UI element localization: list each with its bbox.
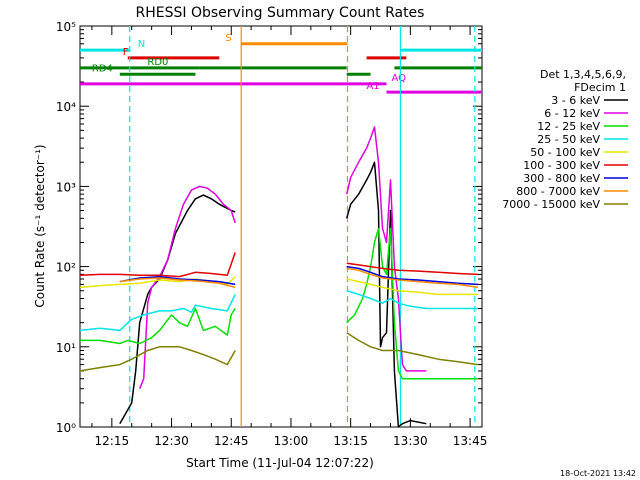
y-tick-label: 10¹ <box>56 341 76 355</box>
legend-entry-label: 6 - 12 keV <box>544 107 600 120</box>
series-line <box>346 227 478 380</box>
flag-bars: N S F RD0 RD4 AQ A1 <box>80 33 482 94</box>
chart-title: RHESSI Observing Summary Count Rates <box>136 5 425 21</box>
legend-entry-label: 7000 - 15000 keV <box>502 198 600 211</box>
flag-label-rd0: RD0 <box>147 57 168 68</box>
x-tick-label: 13:15 <box>333 434 368 448</box>
legend-entry-label: 12 - 25 keV <box>537 120 600 133</box>
plot-frame <box>79 25 483 428</box>
x-tick-label: 13:30 <box>393 434 428 448</box>
series-line <box>346 265 479 286</box>
legend-entry-label: 800 - 7000 keV <box>516 185 600 198</box>
x-axis-label: Start Time (11-Jul-04 12:07:22) <box>186 456 374 470</box>
legend-entry-label: 50 - 100 keV <box>530 146 600 159</box>
flag-label-s: S <box>225 33 231 44</box>
x-tick-label: 13:00 <box>274 434 309 448</box>
series-line <box>346 278 478 296</box>
y-tick-label: 10³ <box>56 180 76 194</box>
series-line <box>139 185 236 389</box>
legend-header: FDecim 1 <box>574 81 626 94</box>
series-line <box>80 307 236 345</box>
y-tick-label: 10⁵ <box>56 20 76 34</box>
flag-label-a1: A1 <box>366 81 379 92</box>
legend-entry-label: 3 - 6 keV <box>551 94 600 107</box>
data-series <box>79 126 479 428</box>
y-tick-label: 10² <box>56 261 76 275</box>
flag-label-f: F <box>123 47 129 58</box>
x-tick-label: 12:45 <box>214 434 249 448</box>
flag-label-rd4: RD4 <box>92 63 113 74</box>
y-axis: 10⁰ 10¹ 10² 10³ 10⁴ 10⁵ <box>56 20 482 435</box>
series-line <box>79 294 236 332</box>
series-line <box>346 267 479 289</box>
vertical-markers <box>129 26 476 427</box>
flag-label-n: N <box>138 39 145 50</box>
series-line <box>345 161 427 428</box>
series-line <box>345 126 427 372</box>
x-axis: 12:15 12:30 12:45 13:00 13:15 13:30 13:45 <box>91 26 488 448</box>
series-line <box>346 262 479 276</box>
series-line <box>79 346 236 372</box>
series-line <box>119 277 236 289</box>
x-tick-label: 13:45 <box>453 434 488 448</box>
y-axis-label: Count Rate (s⁻¹ detector⁻¹) <box>33 144 47 307</box>
series-line <box>79 252 236 278</box>
y-tick-label: 10⁴ <box>56 100 76 114</box>
legend-entry-label: 100 - 300 keV <box>523 159 600 172</box>
x-tick-label: 12:15 <box>95 434 130 448</box>
legend-entry-label: 300 - 800 keV <box>523 172 600 185</box>
series-line <box>346 289 478 310</box>
flag-label-aq: AQ <box>391 73 406 84</box>
footer-date: 18-Oct-2021 13:42 <box>560 469 636 478</box>
x-tick-label: 12:30 <box>154 434 189 448</box>
series-line <box>119 275 236 286</box>
y-tick-label: 10⁰ <box>56 421 76 435</box>
legend-header: Det 1,3,4,5,6,9, <box>540 68 626 81</box>
series-line <box>346 332 479 366</box>
legend-entry-label: 25 - 50 keV <box>537 133 600 146</box>
